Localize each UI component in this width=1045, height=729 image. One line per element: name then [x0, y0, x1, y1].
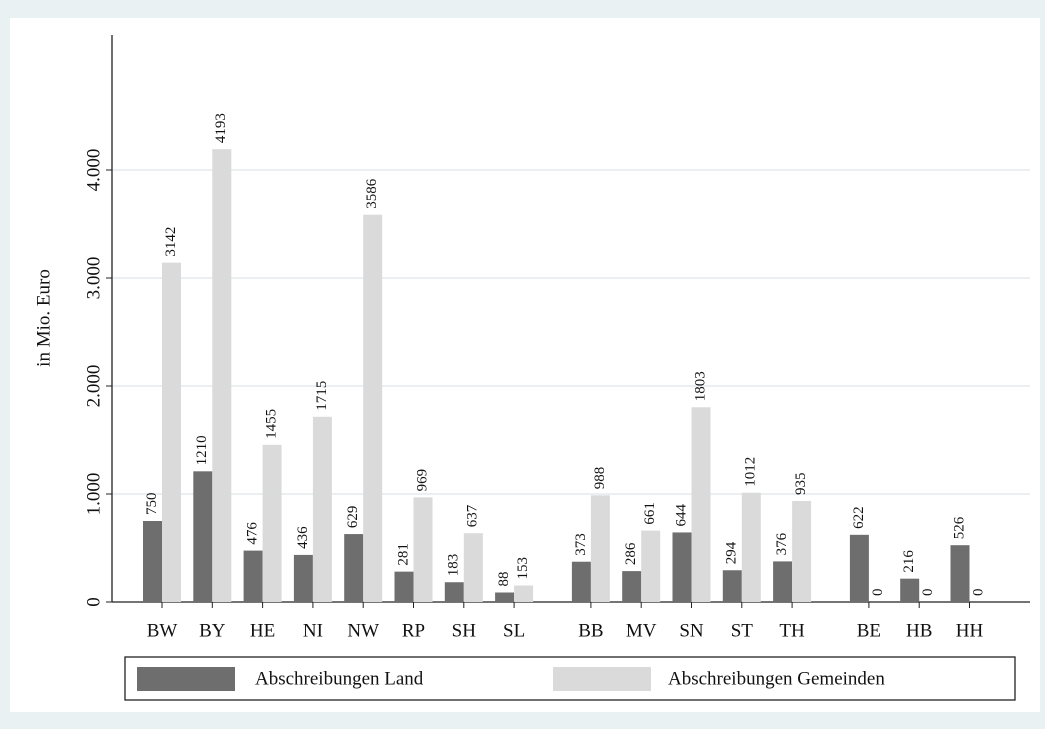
bar — [900, 578, 920, 602]
value-label: 0 — [920, 589, 936, 597]
y-tick-label: 2.000 — [83, 365, 104, 408]
bar — [243, 550, 263, 602]
value-label: 1803 — [692, 371, 708, 401]
y-axis-label: in Mio. Euro — [33, 269, 54, 367]
bar — [741, 492, 761, 602]
bar — [293, 554, 313, 602]
value-label: 629 — [345, 506, 361, 529]
bar — [444, 582, 464, 602]
value-label: 935 — [793, 473, 809, 496]
bar — [622, 571, 642, 602]
x-tick-label: BB — [578, 620, 603, 641]
y-tick-label: 1.000 — [83, 473, 104, 516]
x-tick-label: SN — [679, 620, 704, 641]
legend — [124, 656, 1016, 701]
value-label: 153 — [515, 557, 531, 580]
x-tick-label: TH — [779, 620, 805, 641]
bar — [641, 530, 661, 602]
value-label: 4193 — [213, 113, 229, 143]
x-tick-label: SH — [452, 620, 477, 641]
bar — [590, 495, 610, 602]
y-tick-label: 3.000 — [83, 257, 104, 300]
value-label: 476 — [245, 522, 261, 545]
y-tick-label: 4.000 — [83, 149, 104, 192]
value-label: 526 — [951, 516, 967, 539]
value-label: 3586 — [364, 178, 380, 209]
value-label: 622 — [851, 506, 867, 529]
bar — [312, 416, 332, 602]
x-tick-label: BY — [199, 620, 226, 641]
bar — [691, 407, 711, 602]
x-tick-label: SL — [503, 620, 525, 641]
value-label: 969 — [414, 469, 430, 492]
value-label: 0 — [870, 589, 886, 597]
x-tick-label: NW — [347, 620, 379, 641]
x-tick-label: RP — [402, 620, 425, 641]
value-label: 644 — [673, 503, 689, 526]
bar — [514, 585, 534, 602]
legend-swatch — [137, 667, 235, 691]
bar — [413, 497, 433, 602]
value-label: 3142 — [163, 227, 179, 257]
value-label: 183 — [446, 554, 462, 577]
x-tick-label: MV — [626, 620, 657, 641]
x-tick-label: HB — [906, 620, 932, 641]
value-label: 294 — [724, 541, 740, 564]
value-label: 1455 — [264, 409, 280, 439]
legend-swatch — [553, 667, 651, 691]
value-label: 281 — [395, 543, 411, 566]
x-tick-label: NI — [303, 620, 323, 641]
bar — [193, 471, 213, 602]
value-label: 0 — [970, 589, 986, 597]
bar — [950, 545, 970, 602]
bar — [143, 521, 162, 602]
legend-label: Abschreibungen Gemeinden — [668, 668, 885, 689]
value-label: 436 — [295, 526, 311, 549]
x-tick-label: HH — [956, 620, 984, 641]
bar — [792, 501, 812, 602]
value-label: 373 — [573, 533, 589, 556]
bar — [463, 533, 483, 602]
bar — [849, 534, 869, 602]
value-label: 1210 — [194, 435, 210, 465]
bar — [672, 532, 692, 602]
bar — [571, 561, 591, 602]
value-label: 750 — [144, 493, 160, 516]
value-label: 637 — [465, 504, 481, 527]
bar — [394, 571, 414, 602]
bar — [162, 262, 181, 602]
x-tick-label: BW — [147, 620, 178, 641]
y-tick-label: 0 — [83, 597, 104, 607]
bar — [344, 534, 364, 602]
value-label: 216 — [901, 550, 917, 573]
value-label: 988 — [592, 467, 608, 490]
bar — [773, 561, 793, 602]
bar — [212, 149, 232, 602]
x-tick-label: BE — [857, 620, 881, 641]
bar — [363, 214, 383, 602]
value-label: 661 — [642, 502, 658, 525]
value-label: 376 — [774, 532, 790, 555]
value-label: 286 — [623, 542, 639, 565]
bar — [262, 444, 282, 602]
bar — [495, 592, 515, 602]
value-label: 1012 — [743, 457, 759, 487]
x-tick-label: ST — [731, 620, 754, 641]
bar — [722, 570, 742, 602]
value-label: 1715 — [314, 381, 330, 411]
x-tick-label: HE — [250, 620, 275, 641]
value-label: 88 — [496, 571, 512, 586]
legend-label: Abschreibungen Land — [255, 668, 424, 689]
